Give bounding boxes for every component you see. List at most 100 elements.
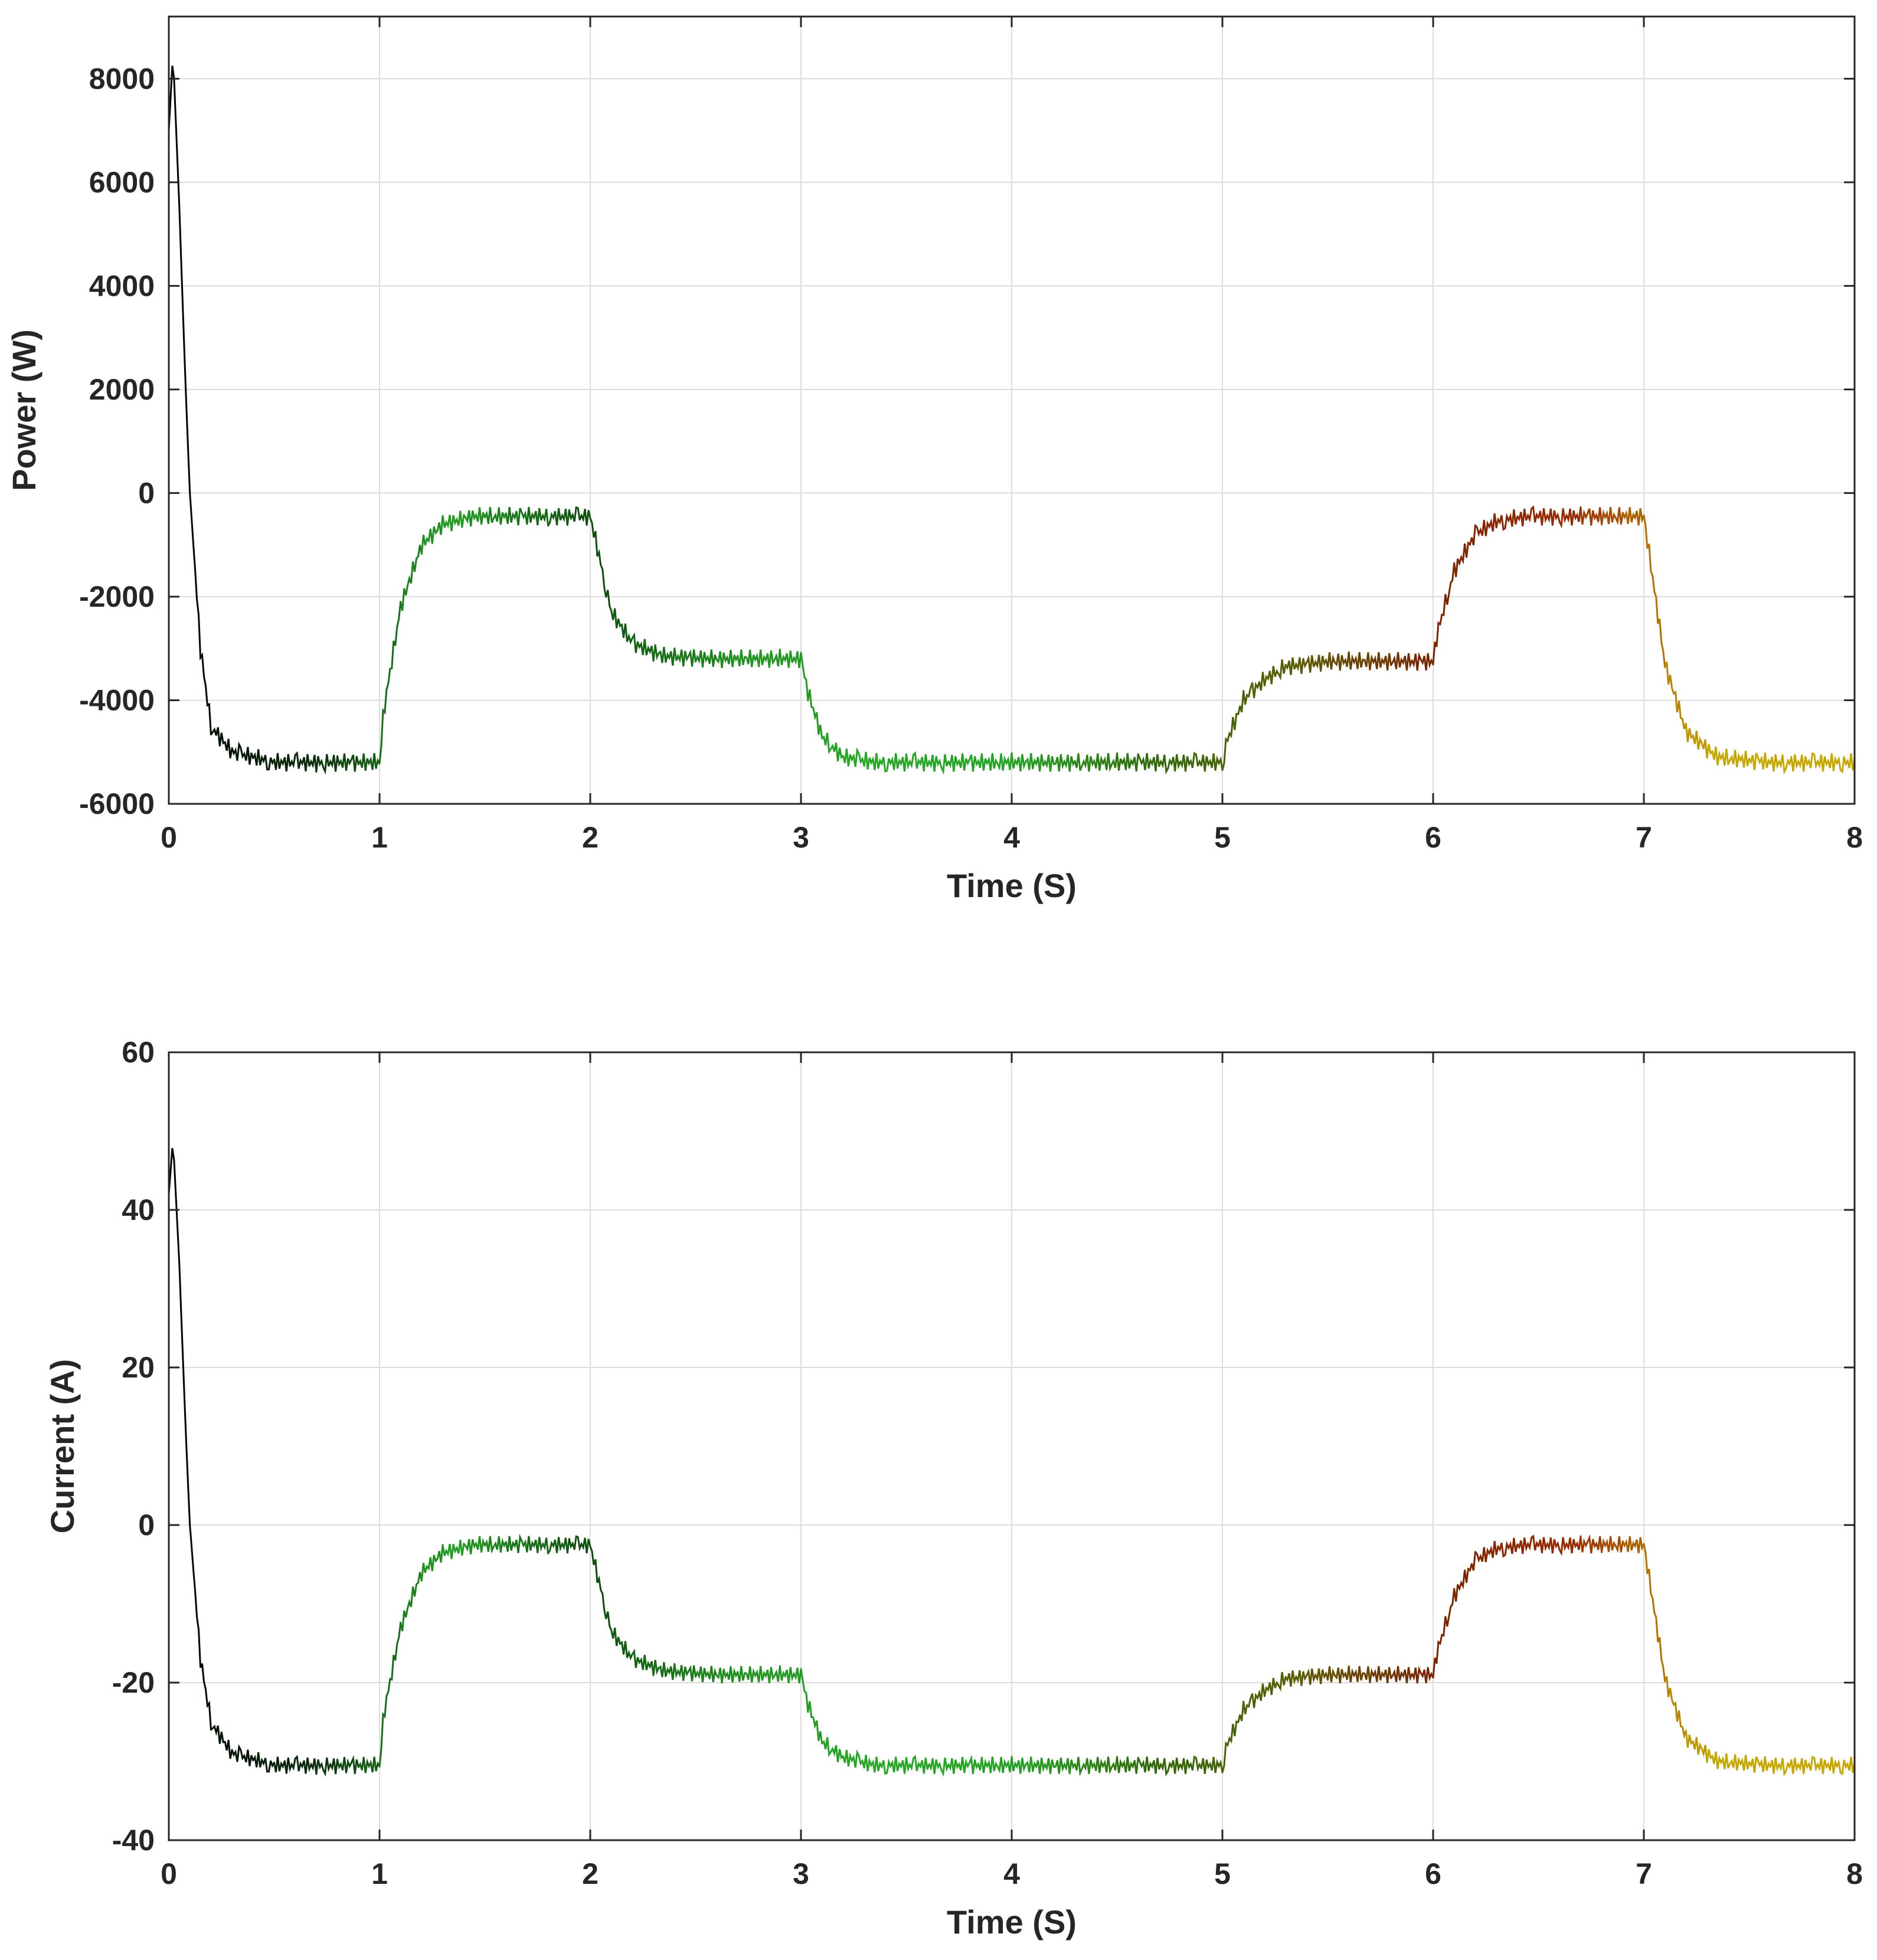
current-series-segment [1790,1756,1814,1774]
current-x-tick-label: 5 [1214,1857,1231,1890]
current-series-segment [505,1533,528,1553]
power-x-tick-label: 4 [1003,821,1020,854]
power-y-tick-label: 0 [138,476,155,509]
power-series-segment [1769,754,1793,775]
power-x-tick-label: 7 [1636,821,1652,854]
current-series-segment [357,1756,381,1774]
power-series-segment [989,752,1013,771]
power-series-segment [1621,507,1645,526]
current-series-segment [1516,1534,1539,1554]
current-series-segment [420,1544,444,1582]
current-series-segment [1221,1700,1245,1774]
current-series-segment [1685,1729,1708,1763]
power-series-segment [737,649,760,667]
power-series-segment [610,608,633,645]
power-series-segment [1011,752,1034,772]
power-series-segment [1116,752,1139,772]
current-series-segment [905,1755,928,1774]
power-series-segment [1179,752,1202,772]
power-chart: 0 1 2 3 4 5 6 7 8 -6000 -4000 -2000 0 2000 4000 6000 800… [5,15,1863,904]
current-series-segment [589,1545,613,1631]
power-series-segment [1074,753,1097,772]
power-series-line [168,66,1856,775]
current-x-axis-label: Time (S) [947,1903,1077,1941]
power-x-tick-label: 3 [793,821,809,854]
power-series-segment [420,515,444,555]
power-x-tick-label: 2 [582,821,599,854]
power-series-segment [378,601,402,765]
power-y-tick-label: -4000 [79,683,155,716]
current-series-segment [1706,1749,1729,1769]
power-series-segment [189,492,212,735]
power-series-segment [926,754,950,775]
power-series-segment [1200,753,1224,772]
current-y-tick-label: 0 [138,1509,155,1542]
power-series-segment [673,647,696,667]
current-series-segment [1390,1665,1413,1684]
current-series-segment [1453,1551,1476,1602]
current-series-segment [547,1537,570,1555]
current-series-segment [1664,1676,1687,1739]
current-series-segment [1158,1758,1182,1777]
power-series-segment [315,754,339,775]
current-series-segment [652,1660,676,1680]
power-series-segment [210,727,233,758]
power-series-segment [758,649,781,668]
current-series-segment [1495,1537,1519,1558]
current-x-tick-label: 2 [582,1857,599,1890]
power-y-tick-label: -6000 [79,787,155,820]
power-series-segment [905,751,928,772]
power-series-segment [1664,662,1687,729]
current-series-segment [821,1737,844,1762]
current-series-segment [1327,1665,1350,1684]
power-series-segment [1263,659,1287,687]
current-series-segment [1179,1755,1202,1774]
power-series-segment [336,753,359,772]
current-series-segment [1727,1754,1750,1771]
power-series-segment [400,544,423,611]
current-series-segment [779,1665,802,1684]
current-series-segment [1369,1665,1392,1684]
current-series-segment [884,1756,907,1775]
current-series-segment [336,1755,359,1774]
power-series-segment [1221,690,1245,771]
power-series-segment [1706,744,1729,766]
power-x-tick-label: 8 [1846,821,1863,854]
current-series-segment [189,1524,212,1731]
current-series-segment [400,1572,423,1632]
power-series-segment [800,652,823,740]
current-series-segment [926,1758,950,1777]
power-series-segment [1790,752,1814,772]
current-x-tick-label: 3 [793,1857,809,1890]
current-series-segment [1601,1536,1624,1553]
power-series-segment [1242,672,1265,705]
current-series-segment [442,1540,465,1559]
power-series-segment [526,507,550,527]
power-x-tick-label: 6 [1425,821,1441,854]
power-series-segment [1643,514,1666,668]
current-series-segment [273,1756,296,1774]
power-y-axis-label: Power (W) [5,329,42,491]
current-series-segment [210,1725,233,1759]
power-series-segment [1369,652,1392,671]
power-series-segment [652,644,676,666]
power-series-segment [1495,509,1519,531]
power-y-tick-label: -2000 [79,580,155,613]
current-series-segment [463,1536,486,1555]
current-series-segment [1538,1537,1561,1554]
power-series-segment [1306,655,1329,673]
power-series-segment [842,747,865,767]
power-series-segment [947,753,971,772]
power-series-segment [884,752,907,773]
current-y-axis-label: Current (A) [44,1359,81,1534]
current-series-segment [1242,1683,1265,1714]
power-series-segment [1727,750,1750,768]
current-series-segment [1580,1534,1603,1554]
current-series-segment [1474,1541,1497,1563]
power-series-segment [505,507,528,526]
current-series-segment [695,1665,718,1683]
power-series-segment [589,517,613,612]
power-x-tick-label: 1 [371,821,388,854]
current-series-segment [231,1744,254,1766]
power-series-segment [1095,752,1118,772]
